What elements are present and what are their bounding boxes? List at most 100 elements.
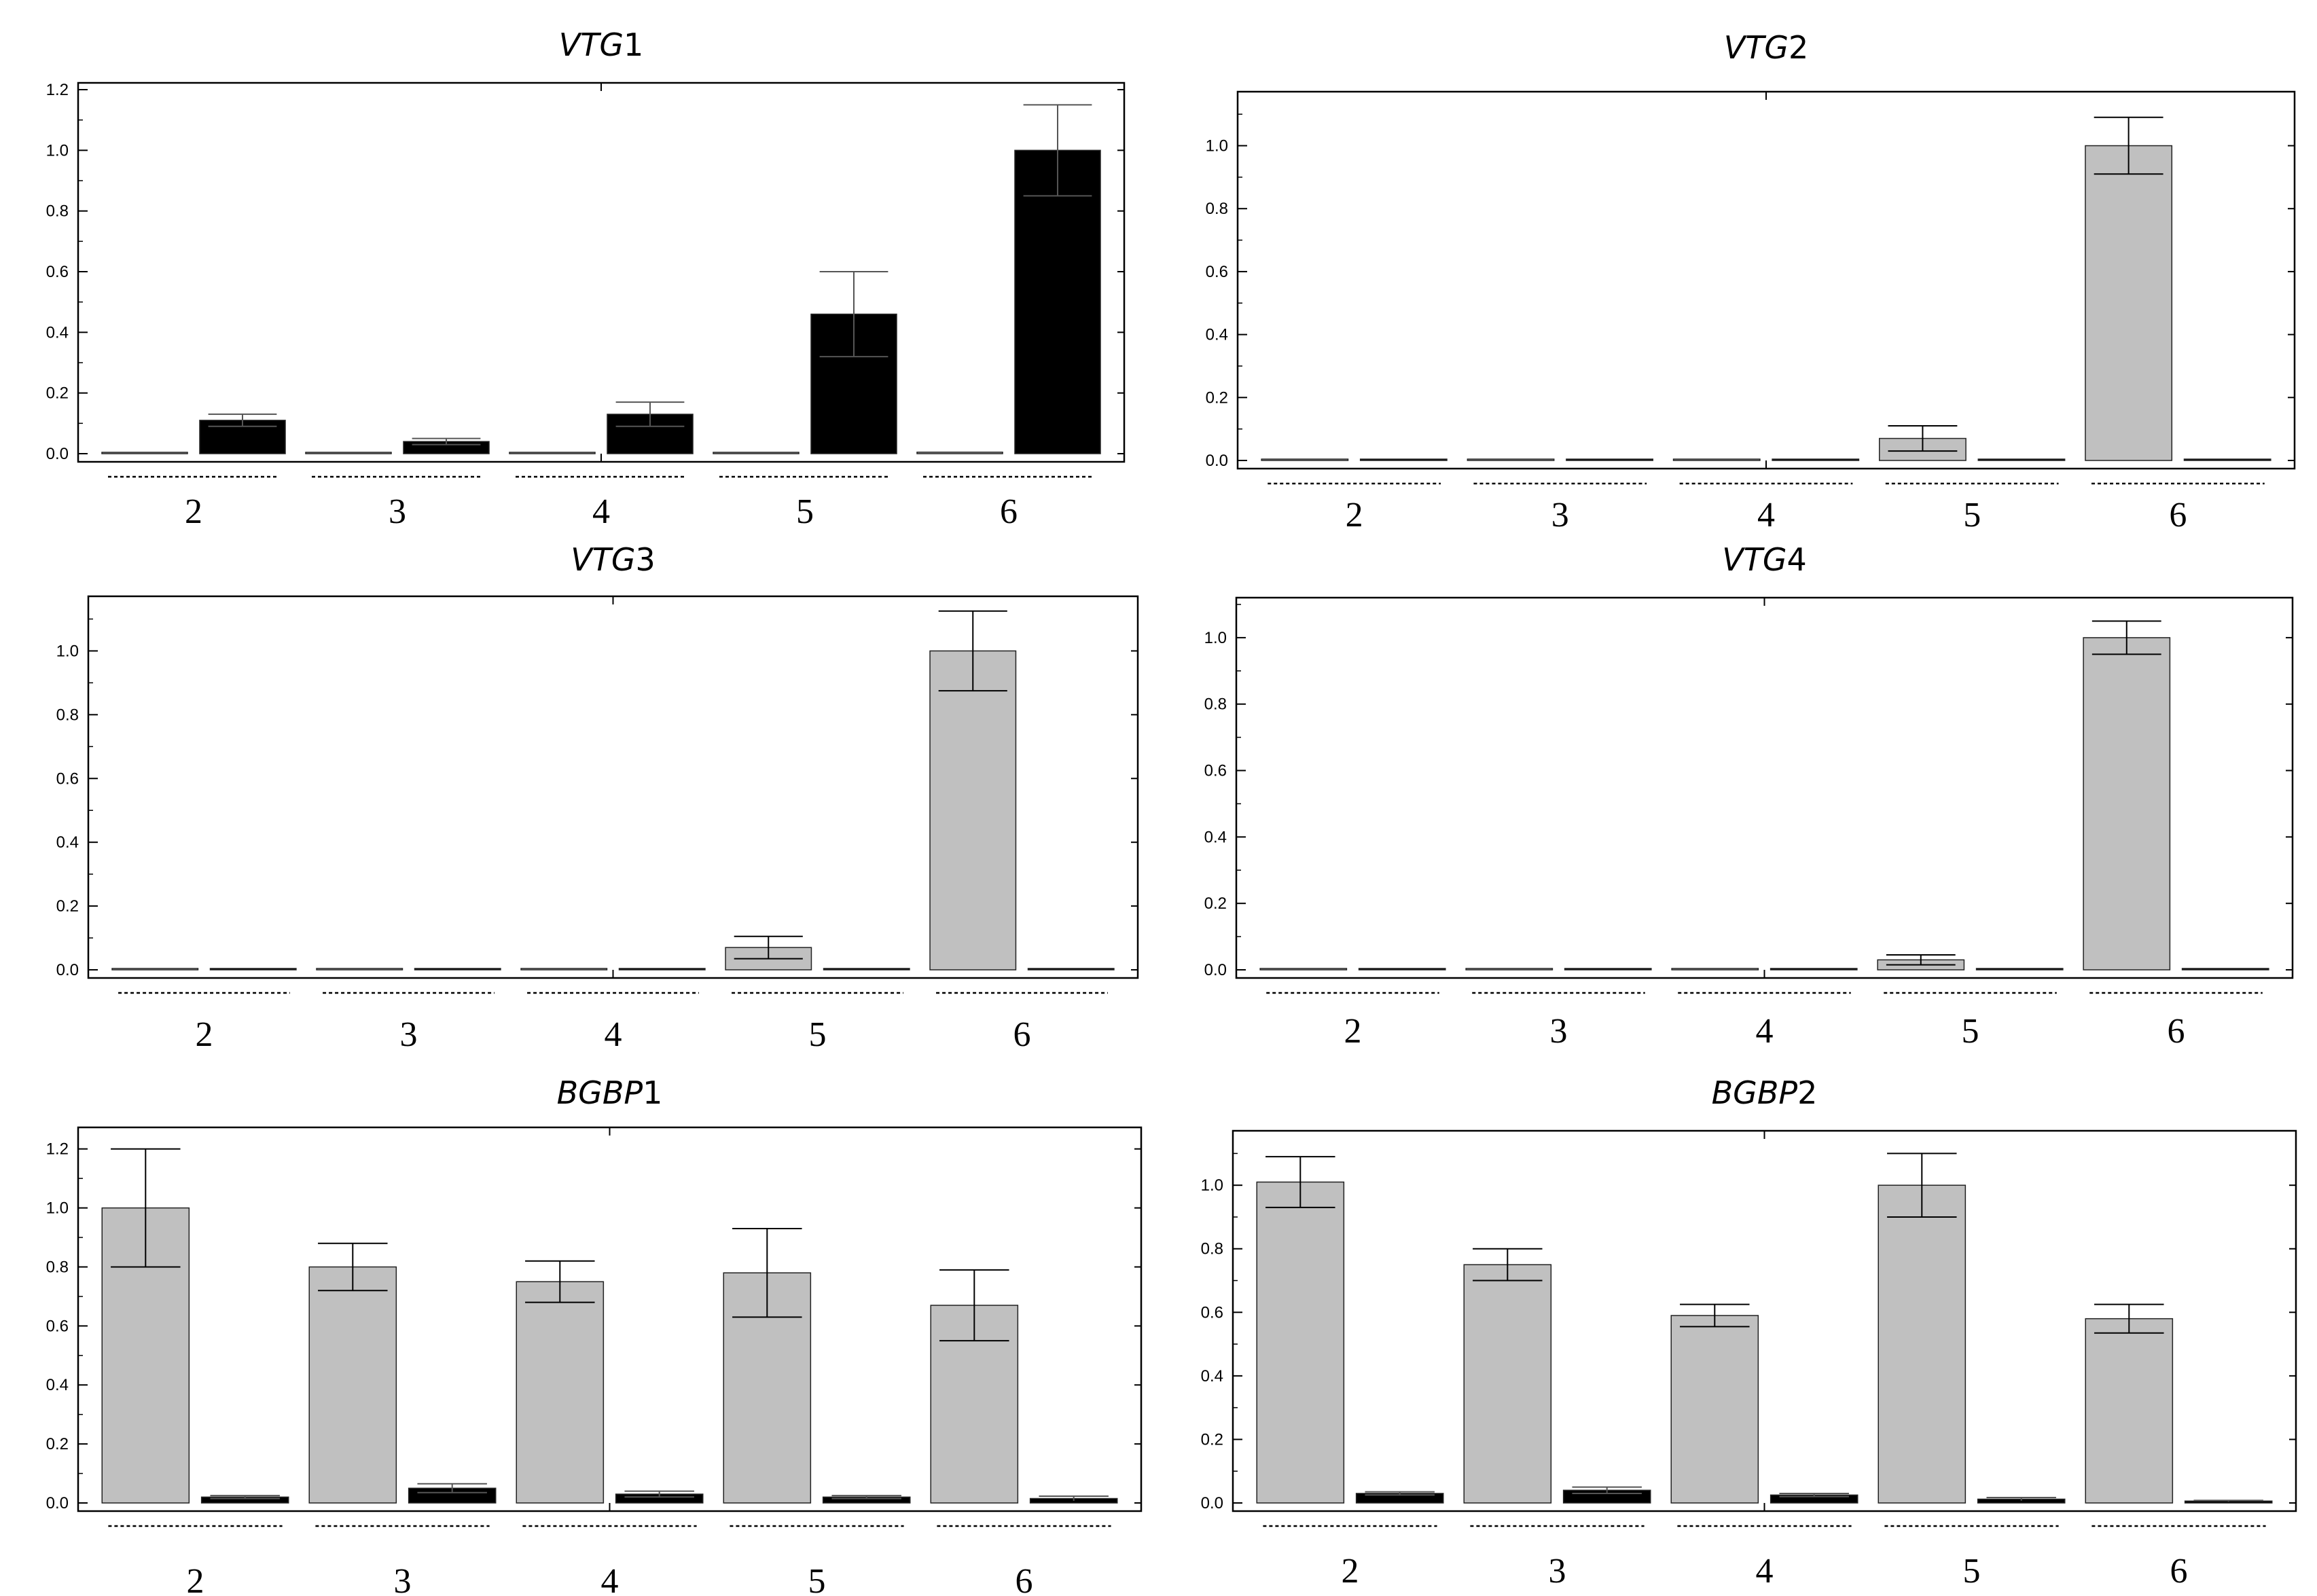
chart-title: BGBP2 — [1712, 1074, 1818, 1111]
chart-title-number: 2 — [1789, 29, 1808, 66]
y-tick-label: 0.0 — [1206, 452, 1228, 470]
y-tick-label: 0.4 — [46, 323, 69, 342]
bar-black-6 — [2183, 458, 2271, 461]
x-tick-label: 4 — [592, 492, 610, 531]
bar-gray-6 — [929, 650, 1017, 971]
y-tick-label: 0.6 — [1201, 1303, 1223, 1322]
bar-black-3 — [1566, 458, 1653, 461]
x-tick-label: 3 — [1549, 1552, 1566, 1591]
bar-black-4 — [618, 968, 706, 971]
x-tick-label: 6 — [1000, 492, 1018, 531]
x-tick-label: 6 — [2170, 1552, 2188, 1591]
bar-black-6 — [1027, 968, 1115, 971]
x-tick-label: 2 — [185, 492, 202, 531]
y-tick-label: 0.6 — [1204, 762, 1227, 780]
bar-black-6 — [2181, 968, 2269, 971]
y-tick-label: 0.4 — [56, 833, 79, 852]
bar-black-2 — [209, 968, 297, 971]
x-tick-label: 3 — [389, 492, 406, 531]
chart-title-gene: BGBP — [1712, 1074, 1798, 1111]
bar-gray-3 — [1463, 1264, 1552, 1504]
bar-gray-3 — [1465, 968, 1553, 971]
bar-black-2 — [1359, 458, 1448, 461]
bar-gray-4 — [520, 968, 608, 971]
bar-gray-4 — [516, 1281, 605, 1504]
x-tick-label: 5 — [1963, 1552, 1981, 1591]
bar-gray-2 — [111, 968, 199, 971]
bar-black-3 — [414, 968, 501, 971]
y-tick-label: 0.8 — [1204, 695, 1227, 714]
y-tick-label: 0.0 — [1201, 1494, 1223, 1512]
chart-title-number: 2 — [1797, 1074, 1817, 1111]
x-tick-label: 3 — [394, 1562, 412, 1596]
y-tick-label: 1.2 — [46, 81, 69, 99]
y-tick-label: 1.2 — [46, 1140, 69, 1159]
x-tick-label: 4 — [601, 1562, 619, 1596]
chart-title-gene: VTG — [571, 541, 635, 578]
bar-gray-4 — [1671, 968, 1759, 971]
bar-gray-3 — [316, 968, 403, 971]
bar-gray-4 — [1670, 1315, 1759, 1504]
chart-panel-bgbp1: BGBP1 0.0 0.2 0.4 0.6 0.8 1.0 1.2 2 3 4 5 6 — [46, 1074, 1143, 1596]
bar-gray-6 — [2085, 145, 2173, 461]
y-tick-label: 0.6 — [46, 1317, 69, 1335]
y-tick-label: 0.2 — [46, 384, 69, 403]
bar-gray-5 — [713, 452, 800, 454]
x-tick-label: 2 — [1342, 1552, 1359, 1591]
y-tick-label: 0.2 — [46, 1435, 69, 1453]
bar-gray-3 — [308, 1266, 397, 1504]
y-tick-label: 0.0 — [46, 1494, 69, 1512]
x-tick-label: 5 — [796, 492, 814, 531]
y-tick-label: 0.4 — [1204, 828, 1227, 846]
y-tick-label: 0.2 — [1206, 388, 1228, 407]
y-tick-label: 1.0 — [56, 642, 79, 660]
bar-black-2 — [1358, 968, 1446, 971]
bar-black-6 — [1014, 149, 1101, 454]
y-tick-label: 0.8 — [46, 202, 69, 221]
y-tick-label: 0.6 — [56, 769, 79, 788]
x-tick-label: 2 — [1346, 496, 1363, 534]
bar-black-5 — [1977, 458, 2066, 461]
y-tick-label: 0.6 — [46, 263, 69, 281]
y-tick-label: 0.8 — [1201, 1240, 1223, 1258]
y-tick-label: 0.0 — [56, 961, 79, 979]
y-tick-label: 0.2 — [1204, 894, 1227, 913]
chart-title-number: 4 — [1786, 541, 1806, 578]
y-tick-label: 1.0 — [1204, 629, 1227, 647]
x-tick-label: 5 — [808, 1562, 826, 1596]
x-tick-label: 6 — [2168, 1012, 2185, 1051]
x-tick-label: 5 — [1962, 1012, 1979, 1051]
bar-gray-3 — [1467, 458, 1555, 461]
chart-title: VTG3 — [571, 541, 655, 578]
bar-black-4 — [1772, 458, 1860, 461]
bar-black-5 — [1975, 968, 2064, 971]
bar-black-3 — [1564, 968, 1652, 971]
chart-title: VTG4 — [1722, 541, 1807, 578]
y-tick-label: 0.2 — [56, 897, 79, 915]
bar-gray-2 — [101, 452, 188, 454]
bar-gray-2 — [1261, 458, 1349, 461]
y-tick-label: 0.4 — [1201, 1367, 1223, 1385]
x-tick-label: 6 — [1013, 1015, 1031, 1054]
chart-title-number: 3 — [635, 541, 655, 578]
y-tick-label: 1.0 — [46, 141, 69, 160]
x-tick-label: 3 — [1550, 1012, 1568, 1051]
x-tick-label: 5 — [1963, 496, 1981, 534]
bar-gray-5 — [1878, 1184, 1966, 1504]
x-tick-label: 6 — [2169, 496, 2187, 534]
x-tick-label: 2 — [187, 1562, 204, 1596]
y-tick-label: 0.4 — [1206, 326, 1228, 344]
bar-gray-6 — [916, 452, 1003, 454]
y-tick-label: 0.8 — [56, 706, 79, 724]
bar-gray-4 — [1672, 458, 1761, 461]
x-tick-label: 4 — [1757, 496, 1775, 534]
chart-title-gene: VTG — [1724, 29, 1789, 66]
y-tick-label: 0.0 — [46, 445, 69, 463]
y-tick-label: 0.6 — [1206, 263, 1228, 281]
x-tick-label: 4 — [605, 1015, 622, 1054]
y-tick-label: 0.2 — [1201, 1430, 1223, 1449]
bar-black-4 — [1770, 968, 1858, 971]
